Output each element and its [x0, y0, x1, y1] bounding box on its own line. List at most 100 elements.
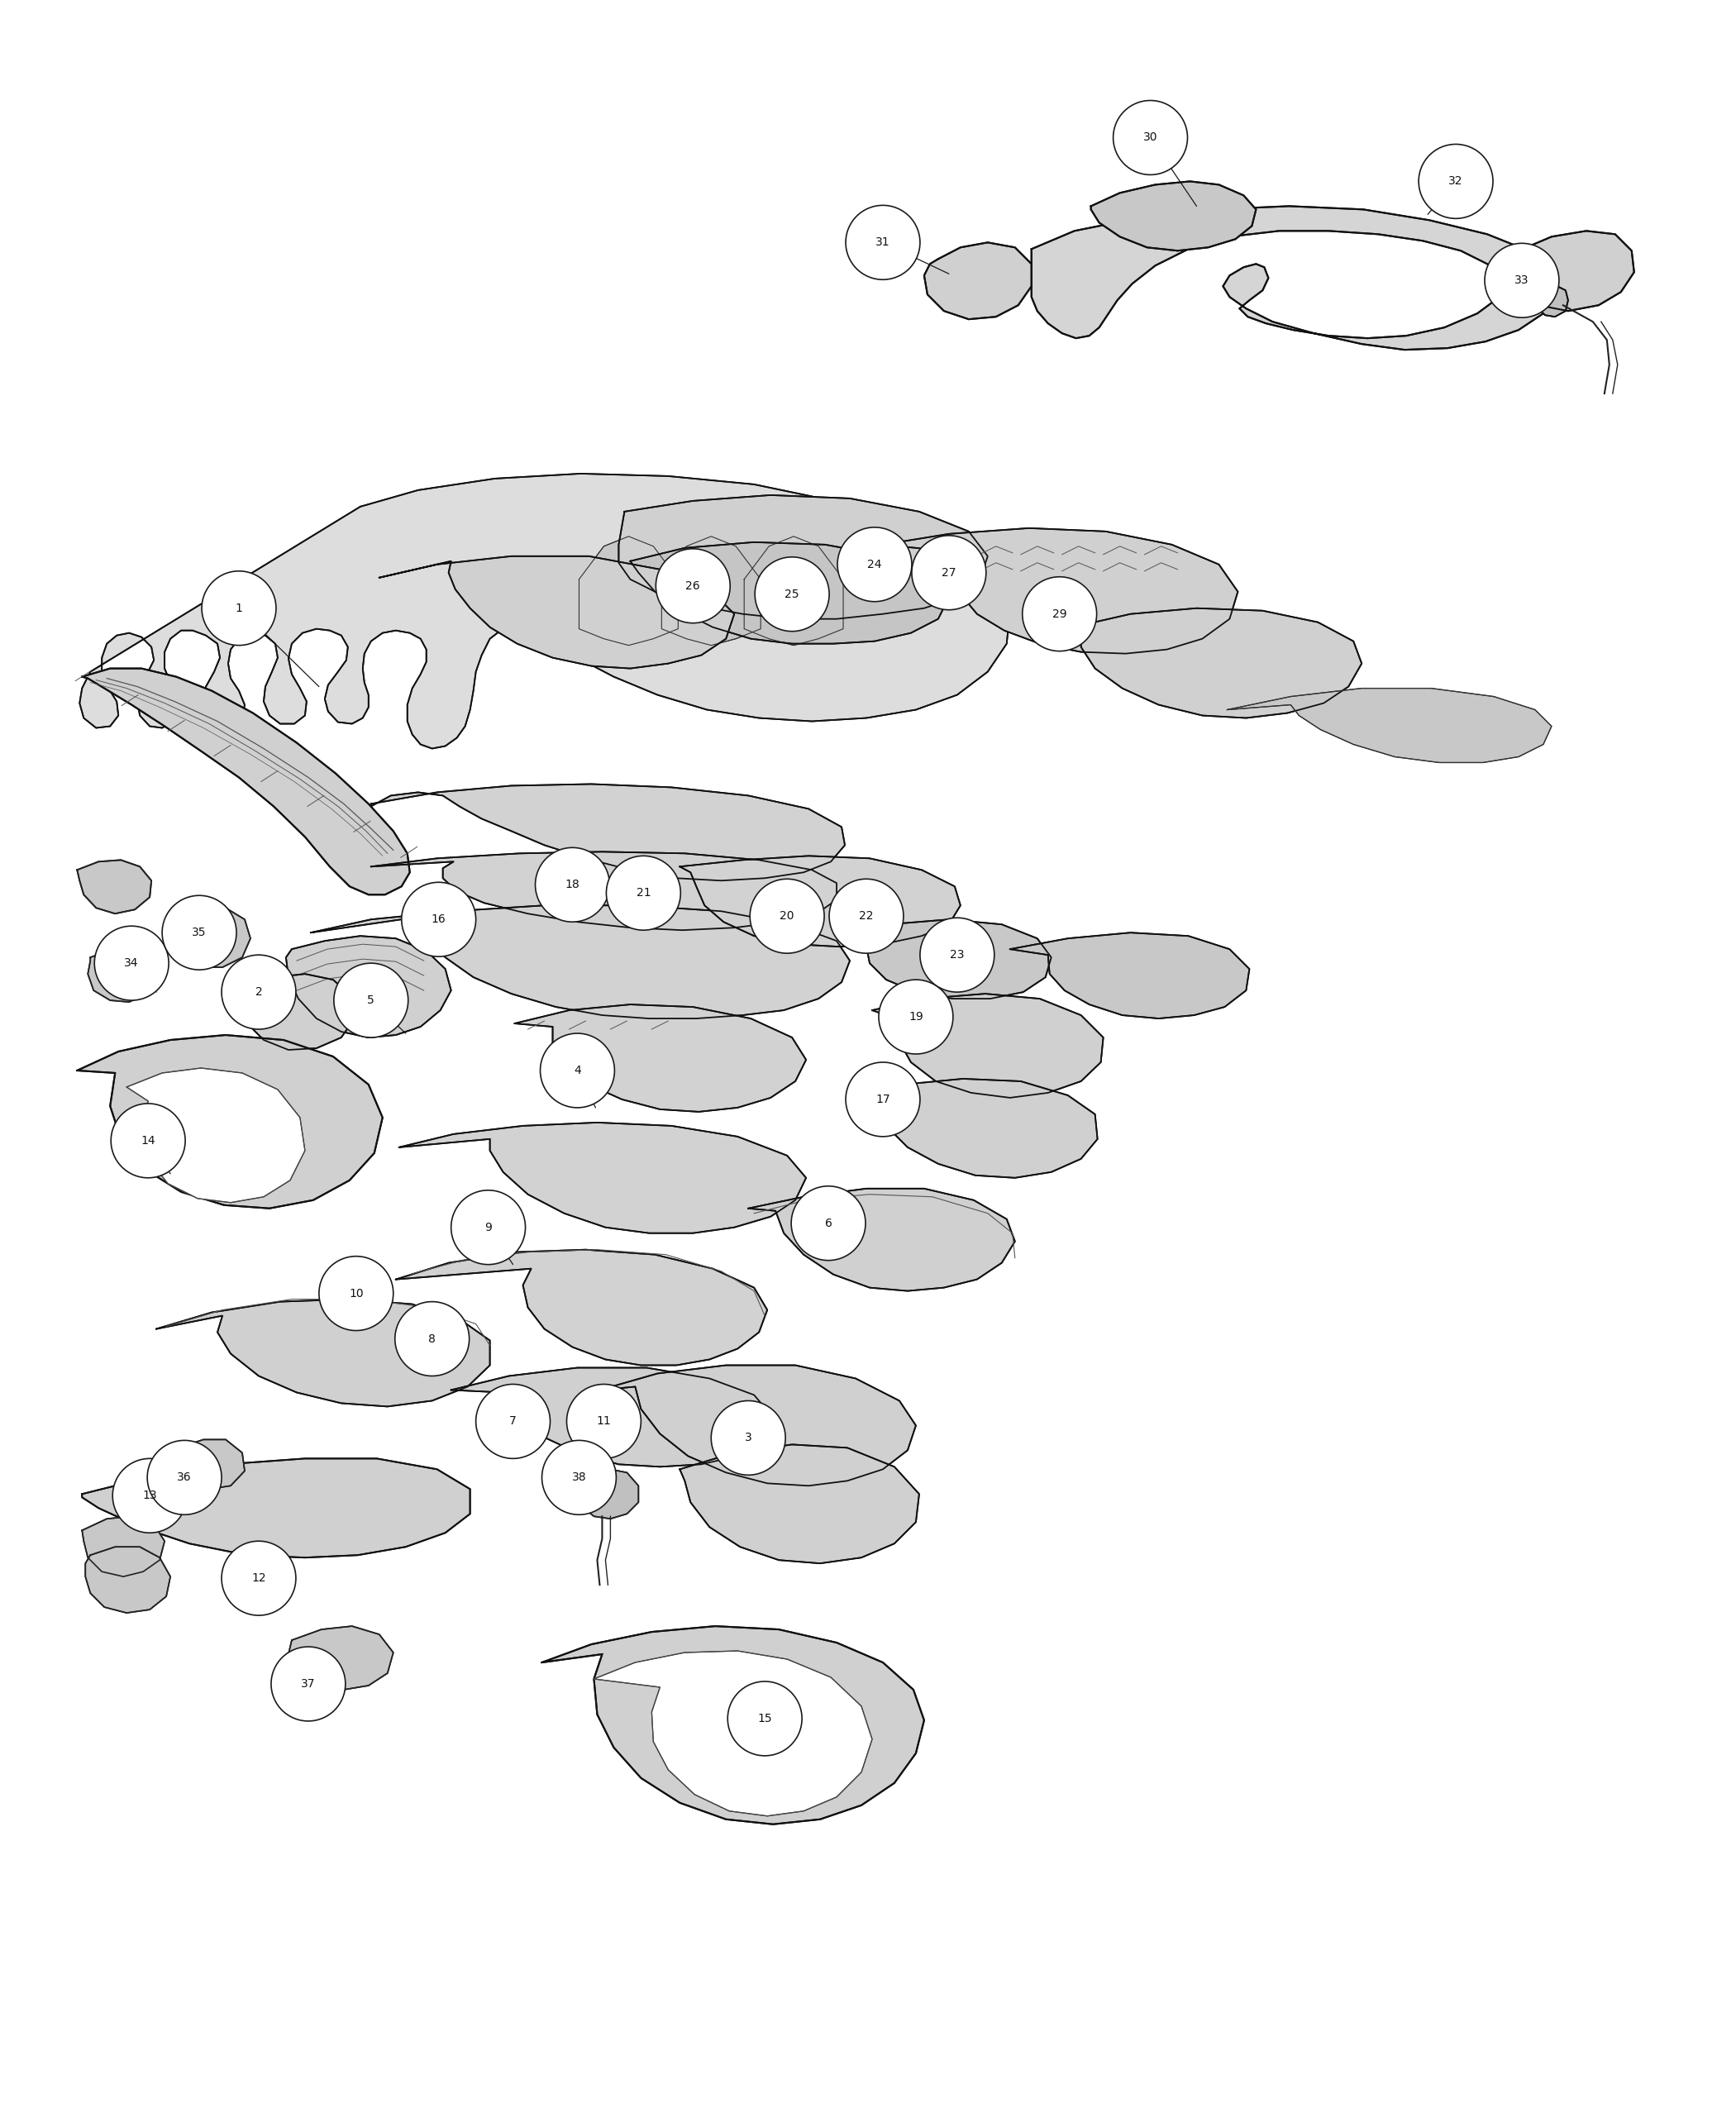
Circle shape	[222, 1541, 295, 1615]
Text: 10: 10	[349, 1288, 363, 1299]
Circle shape	[396, 1301, 469, 1377]
Circle shape	[1418, 143, 1493, 219]
Circle shape	[920, 917, 995, 993]
Polygon shape	[1010, 932, 1250, 1018]
Polygon shape	[378, 557, 734, 668]
Circle shape	[1113, 101, 1187, 175]
Text: 3: 3	[745, 1431, 752, 1444]
Circle shape	[161, 896, 236, 970]
Polygon shape	[85, 1547, 170, 1613]
Text: 21: 21	[635, 887, 651, 898]
Text: 31: 31	[875, 236, 891, 249]
Text: 23: 23	[950, 949, 965, 961]
Circle shape	[727, 1682, 802, 1756]
Text: 1: 1	[236, 603, 243, 613]
Polygon shape	[630, 542, 950, 643]
Polygon shape	[80, 474, 1010, 748]
Text: 25: 25	[785, 588, 799, 601]
Text: 30: 30	[1142, 133, 1158, 143]
Polygon shape	[82, 1459, 470, 1558]
Text: 15: 15	[757, 1714, 773, 1724]
Polygon shape	[243, 974, 354, 1050]
Text: 2: 2	[255, 987, 262, 997]
Polygon shape	[174, 909, 250, 968]
Polygon shape	[396, 1250, 767, 1366]
Circle shape	[1484, 242, 1559, 318]
Polygon shape	[594, 1651, 871, 1815]
Polygon shape	[399, 1124, 806, 1233]
Text: 27: 27	[941, 567, 957, 578]
Circle shape	[606, 856, 681, 930]
Circle shape	[222, 955, 295, 1029]
Polygon shape	[311, 906, 851, 1018]
Text: 6: 6	[825, 1218, 832, 1229]
Circle shape	[656, 548, 731, 624]
Polygon shape	[1031, 207, 1557, 350]
Circle shape	[830, 879, 903, 953]
Text: 19: 19	[908, 1012, 924, 1022]
Text: 34: 34	[125, 957, 139, 970]
Polygon shape	[372, 852, 837, 930]
Text: 26: 26	[686, 580, 700, 592]
Polygon shape	[1509, 232, 1634, 312]
Polygon shape	[542, 1625, 924, 1823]
Text: 24: 24	[868, 559, 882, 571]
Circle shape	[712, 1400, 785, 1476]
Polygon shape	[1090, 181, 1257, 251]
Text: 32: 32	[1448, 175, 1463, 188]
Polygon shape	[76, 1035, 382, 1208]
Circle shape	[535, 847, 609, 921]
Circle shape	[845, 1062, 920, 1136]
Polygon shape	[847, 1079, 1097, 1178]
Polygon shape	[82, 1516, 165, 1577]
Circle shape	[837, 527, 911, 601]
Polygon shape	[661, 535, 760, 645]
Text: 22: 22	[859, 911, 873, 921]
Circle shape	[201, 571, 276, 645]
Circle shape	[540, 1033, 615, 1107]
Circle shape	[111, 1102, 186, 1178]
Polygon shape	[89, 949, 156, 1001]
Text: 20: 20	[779, 911, 795, 921]
Polygon shape	[745, 535, 844, 645]
Polygon shape	[748, 1189, 1016, 1290]
Polygon shape	[833, 919, 1052, 999]
Text: 35: 35	[193, 928, 207, 938]
Text: 16: 16	[431, 913, 446, 925]
Text: 11: 11	[597, 1417, 611, 1427]
Text: 38: 38	[571, 1471, 587, 1484]
Text: 7: 7	[509, 1417, 517, 1427]
Polygon shape	[372, 784, 845, 881]
Polygon shape	[599, 1366, 917, 1486]
Circle shape	[911, 535, 986, 609]
Polygon shape	[1227, 689, 1552, 763]
Circle shape	[476, 1385, 550, 1459]
Polygon shape	[127, 1069, 306, 1202]
Polygon shape	[451, 1368, 773, 1467]
Circle shape	[542, 1440, 616, 1516]
Circle shape	[148, 1440, 222, 1516]
Circle shape	[94, 925, 168, 1001]
Polygon shape	[156, 1299, 490, 1406]
Circle shape	[755, 557, 830, 630]
Polygon shape	[1073, 609, 1361, 719]
Circle shape	[792, 1187, 866, 1261]
Polygon shape	[681, 1444, 918, 1564]
Text: 4: 4	[575, 1065, 582, 1077]
Text: 33: 33	[1514, 274, 1529, 287]
Circle shape	[113, 1459, 187, 1533]
Polygon shape	[76, 860, 151, 913]
Polygon shape	[618, 495, 988, 620]
Polygon shape	[288, 1625, 394, 1691]
Text: 9: 9	[484, 1221, 491, 1233]
Text: 18: 18	[566, 879, 580, 890]
Text: 17: 17	[875, 1094, 891, 1105]
Text: 5: 5	[368, 995, 375, 1006]
Circle shape	[878, 980, 953, 1054]
Circle shape	[1023, 578, 1097, 651]
Polygon shape	[575, 1469, 639, 1518]
Text: 14: 14	[141, 1134, 156, 1147]
Circle shape	[319, 1256, 394, 1330]
Text: 37: 37	[300, 1678, 316, 1691]
Circle shape	[333, 963, 408, 1037]
